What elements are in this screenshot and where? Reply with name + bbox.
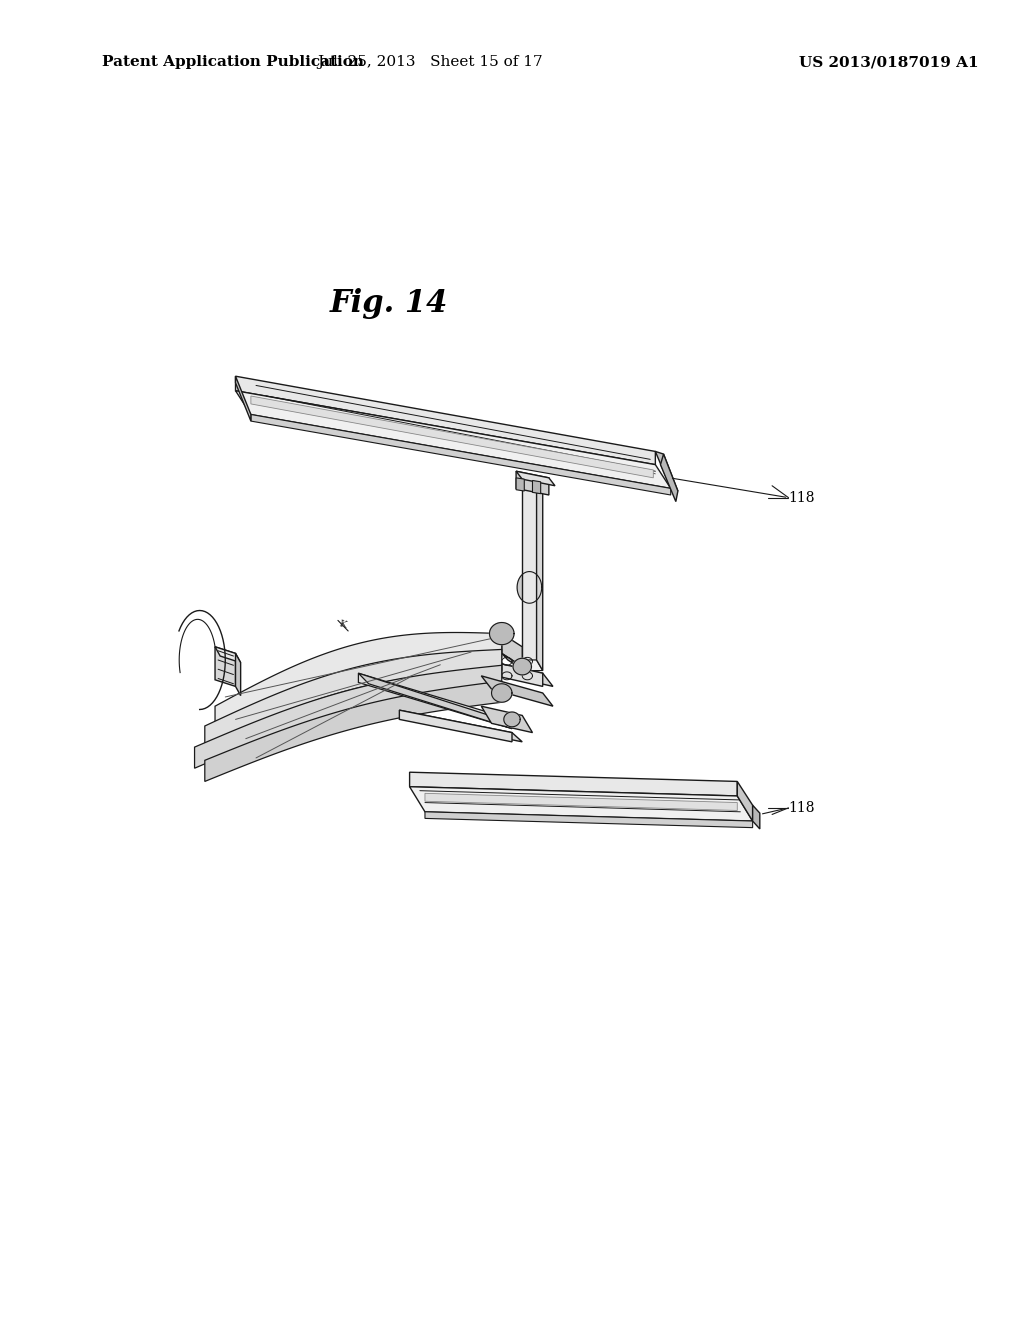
Text: US 2013/0187019 A1: US 2013/0187019 A1 <box>799 55 978 70</box>
Polygon shape <box>502 664 553 686</box>
Polygon shape <box>737 781 753 821</box>
Polygon shape <box>205 681 502 781</box>
Polygon shape <box>399 710 512 742</box>
Polygon shape <box>489 623 514 644</box>
Polygon shape <box>236 391 671 488</box>
Polygon shape <box>236 653 241 696</box>
Polygon shape <box>195 665 502 768</box>
Polygon shape <box>532 480 541 494</box>
Text: 118: 118 <box>788 801 815 814</box>
Polygon shape <box>516 471 555 486</box>
Polygon shape <box>410 772 737 796</box>
Polygon shape <box>513 659 531 675</box>
Polygon shape <box>516 471 549 495</box>
Polygon shape <box>205 649 502 747</box>
Polygon shape <box>251 414 671 495</box>
Polygon shape <box>425 793 737 810</box>
Text: Jul. 25, 2013   Sheet 15 of 17: Jul. 25, 2013 Sheet 15 of 17 <box>317 55 543 70</box>
Polygon shape <box>660 454 678 502</box>
Polygon shape <box>251 396 653 478</box>
Polygon shape <box>236 376 655 465</box>
Polygon shape <box>215 647 241 663</box>
Polygon shape <box>399 710 522 742</box>
Text: Fig. 14: Fig. 14 <box>330 288 449 319</box>
Polygon shape <box>492 684 512 702</box>
Polygon shape <box>425 812 753 828</box>
Polygon shape <box>481 676 553 706</box>
Polygon shape <box>358 673 512 729</box>
Polygon shape <box>537 482 543 671</box>
Text: K: K <box>338 619 348 630</box>
Polygon shape <box>410 787 753 821</box>
Polygon shape <box>481 706 532 733</box>
Polygon shape <box>522 482 537 660</box>
Text: 118: 118 <box>788 491 815 504</box>
Polygon shape <box>215 632 502 730</box>
Polygon shape <box>522 660 543 671</box>
Polygon shape <box>517 572 542 603</box>
Polygon shape <box>358 673 512 729</box>
Polygon shape <box>502 664 543 686</box>
Text: Patent Application Publication: Patent Application Publication <box>102 55 365 70</box>
Polygon shape <box>236 376 251 421</box>
Polygon shape <box>502 634 522 667</box>
Polygon shape <box>655 451 678 491</box>
Polygon shape <box>753 805 760 829</box>
Polygon shape <box>516 478 524 491</box>
Polygon shape <box>215 647 236 686</box>
Polygon shape <box>504 711 520 727</box>
Polygon shape <box>502 653 528 673</box>
